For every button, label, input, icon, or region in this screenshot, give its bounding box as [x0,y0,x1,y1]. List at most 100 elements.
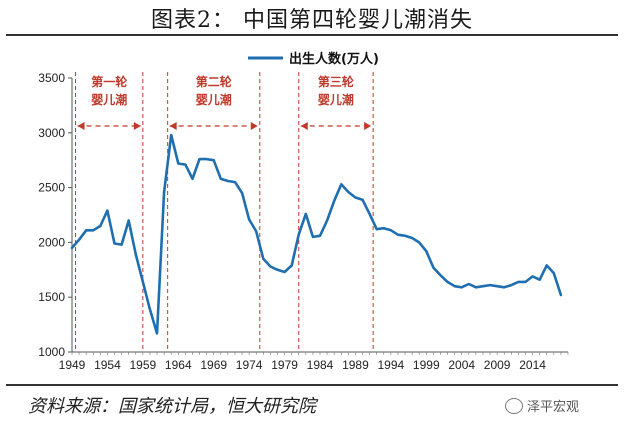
data-point [404,235,406,237]
data-point [113,242,116,245]
data-point [418,241,421,244]
data-point [382,227,385,229]
data-point [411,237,413,239]
data-point [375,228,378,231]
data-point [553,272,555,274]
data-point [496,285,498,288]
data-point [326,219,328,222]
data-point [361,198,364,201]
data-point [368,213,371,215]
data-point [170,134,172,136]
data-point [517,281,520,283]
y-tick-label: 2000 [38,235,65,249]
x-tick-label: 1964 [165,358,192,372]
x-tick-label: 1954 [94,358,121,372]
x-tick-label: 1994 [378,358,405,372]
watermark: 泽平宏观 [505,396,579,415]
data-point [241,192,243,194]
data-point [248,218,250,221]
top-rule [6,34,618,36]
data-point [212,159,215,161]
data-point [276,269,279,271]
data-point [397,233,399,236]
annotation-label-line1: 第一轮 [91,74,128,89]
data-point [425,250,428,252]
arrowhead-left-icon [169,122,177,130]
x-tick-label: 1949 [59,358,86,372]
data-point [312,236,314,238]
data-point [297,233,300,236]
data-point [319,235,321,237]
data-point [460,286,463,289]
annotation-label-line2: 婴儿潮 [318,92,354,107]
data-point [227,180,229,182]
data-point [531,275,534,278]
data-point [78,238,80,241]
data-point [191,178,194,180]
data-point [142,281,144,283]
data-point [489,284,491,286]
data-point [220,178,222,180]
x-tick-label: 2004 [448,358,475,372]
data-point [163,191,165,193]
data-point [482,285,484,288]
data-point [333,199,335,202]
legend-label: 出生人数(万人) [289,51,379,67]
data-point [149,308,151,311]
bottom-rule [6,384,618,386]
data-point [85,229,87,232]
arrowhead-right-icon [364,122,372,130]
data-point [468,283,470,285]
data-point [475,286,477,289]
annotation-label-line2: 婴儿潮 [91,92,127,107]
data-point [92,229,95,232]
data-point [347,191,350,193]
data-point [503,286,506,289]
y-tick-label: 2500 [38,181,65,195]
data-point [234,181,236,183]
annotation-label-line1: 第三轮 [318,74,355,89]
data-point [106,209,109,212]
data-point [184,163,187,166]
arrowhead-right-icon [250,122,258,130]
data-point [290,264,293,267]
data-point [340,183,343,186]
data-point [390,229,392,232]
data-point [453,285,456,288]
arrowhead-left-icon [77,122,85,130]
data-point [560,294,562,296]
data-point [71,247,73,249]
series-line-births [70,133,563,335]
data-point [283,271,286,273]
x-tick-label: 1974 [236,358,263,372]
x-tick-label: 1979 [271,358,298,372]
y-tick-label: 1500 [38,290,65,304]
x-tick-label: 1989 [342,358,369,372]
data-point [262,258,265,260]
data-point [439,274,442,277]
x-tick-label: 1984 [307,358,334,372]
annotation-label-line1: 第二轮 [196,74,233,89]
watermark-text: 泽平宏观 [527,400,580,415]
data-point [524,281,527,283]
data-point [134,253,137,256]
data-point [269,265,272,268]
wechat-icon [505,397,523,414]
data-point [156,332,158,335]
data-point [510,284,513,286]
x-tick-label: 1959 [130,358,157,372]
data-point [305,213,307,215]
source-note: 资料来源：国家统计局，恒大研究院 [28,396,316,417]
annotation-label-line2: 婴儿潮 [196,92,232,107]
arrowhead-right-icon [133,122,141,130]
data-point [177,162,180,165]
y-tick-label: 1000 [38,345,65,359]
x-tick-label: 1999 [413,358,440,372]
data-point [255,230,258,233]
data-point [127,219,130,222]
x-tick-label: 2014 [519,358,546,372]
